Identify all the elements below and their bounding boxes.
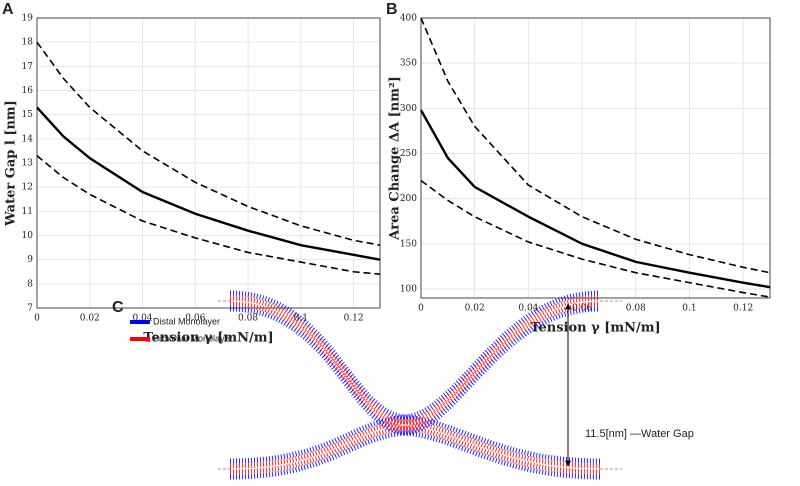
monolayer — [229, 306, 601, 480]
y-tick-label: 200 — [400, 194, 417, 204]
annotation: 11.5[nm] —Water Gap — [585, 428, 694, 440]
y-tick-label: 350 — [400, 59, 417, 69]
x-tick-label: 0.1 — [682, 304, 696, 314]
y-axis-label: Water Gap l [nm] — [4, 100, 19, 227]
y-tick-label: 400 — [400, 14, 417, 24]
x-tick-label: 0.04 — [133, 314, 153, 324]
y-tick-label: 19 — [22, 14, 34, 24]
y-tick-label: 9 — [27, 255, 33, 265]
x-axis-label: Tension γ [mN/m] — [143, 331, 273, 346]
x-tick-label: 0 — [34, 314, 40, 324]
membranes — [229, 290, 601, 480]
y-tick-label: 250 — [400, 149, 417, 159]
y-tick-label: 7 — [27, 304, 33, 314]
panel-label: C — [112, 299, 124, 316]
charts: 7 8 9 10 11 12 13 14 15 16 17 18 19 0 0.02 0.04 0.06 0.08… — [2, 1, 771, 346]
plot-frame — [420, 17, 771, 299]
y-tick-label: 16 — [22, 86, 34, 96]
legend-label: Proximal Monolayer — [153, 333, 233, 343]
membrane-diagram: C Distal Monolayer Proximal Monolayer 11… — [112, 290, 694, 480]
y-tick-label: 18 — [22, 38, 34, 48]
x-tick-label: 0.02 — [80, 314, 100, 324]
plot-frame — [36, 17, 381, 309]
x-tick-label: 0.1 — [294, 314, 308, 324]
x-tick-label: 0.02 — [465, 304, 485, 314]
x-tick-label: 0 — [418, 304, 424, 314]
y-axis-label: Area Change ΔA [nm²] — [388, 76, 403, 241]
series-line — [36, 106, 381, 261]
x-tick-label: 0.12 — [344, 314, 364, 324]
x-axis-label: Tension γ [mN/m] — [530, 321, 660, 336]
monolayer — [229, 301, 601, 475]
y-tick-label: 300 — [400, 104, 417, 114]
panel-label: A — [2, 1, 14, 18]
series-line — [36, 41, 381, 246]
monolayer — [229, 295, 601, 469]
legend-label: Distal Monolayer — [153, 316, 220, 326]
x-tick-label: 0.12 — [733, 304, 753, 314]
y-tick-label: 14 — [22, 134, 34, 144]
x-tick-label: 0.04 — [518, 304, 538, 314]
panel-label: B — [386, 1, 398, 18]
series-line — [420, 179, 771, 298]
monolayer — [229, 295, 601, 469]
y-tick-label: 10 — [22, 231, 34, 241]
y-tick-label: 12 — [22, 183, 33, 193]
x-tick-label: 0.08 — [238, 314, 258, 324]
y-tick-label: 150 — [400, 239, 417, 249]
monolayer — [229, 290, 601, 464]
series-line — [420, 17, 771, 274]
monolayer — [229, 306, 601, 480]
x-tick-label: 0.06 — [185, 314, 205, 324]
y-tick-label: 8 — [27, 279, 33, 289]
monolayer — [229, 290, 601, 464]
series-line — [419, 109, 771, 289]
y-tick-label: 11 — [22, 207, 33, 217]
y-tick-label: 15 — [22, 110, 34, 120]
x-tick-label: 0.08 — [626, 304, 646, 314]
monolayer — [229, 301, 601, 475]
y-tick-label: 17 — [22, 62, 34, 72]
series-line — [36, 155, 381, 275]
y-tick-label: 100 — [400, 284, 417, 294]
y-tick-label: 13 — [22, 159, 34, 169]
